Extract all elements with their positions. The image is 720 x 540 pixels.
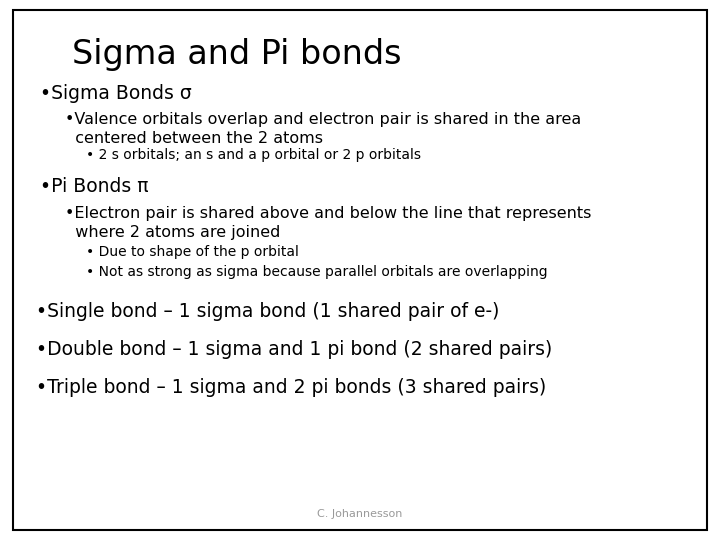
Text: •Sigma Bonds σ: •Sigma Bonds σ xyxy=(40,84,192,103)
Text: •Pi Bonds π: •Pi Bonds π xyxy=(40,177,148,196)
Text: • Due to shape of the p orbital: • Due to shape of the p orbital xyxy=(86,245,300,259)
Text: •Single bond – 1 sigma bond (1 shared pair of e-): •Single bond – 1 sigma bond (1 shared pa… xyxy=(36,302,500,321)
Text: •Triple bond – 1 sigma and 2 pi bonds (3 shared pairs): •Triple bond – 1 sigma and 2 pi bonds (3… xyxy=(36,378,546,397)
Text: •Double bond – 1 sigma and 1 pi bond (2 shared pairs): •Double bond – 1 sigma and 1 pi bond (2 … xyxy=(36,340,552,359)
Text: • 2 s orbitals; an s and a p orbital or 2 p orbitals: • 2 s orbitals; an s and a p orbital or … xyxy=(86,148,421,162)
Text: Sigma and Pi bonds: Sigma and Pi bonds xyxy=(72,38,402,71)
Text: •Valence orbitals overlap and electron pair is shared in the area
  centered bet: •Valence orbitals overlap and electron p… xyxy=(65,112,581,146)
Text: • Not as strong as sigma because parallel orbitals are overlapping: • Not as strong as sigma because paralle… xyxy=(86,265,548,279)
Text: •Electron pair is shared above and below the line that represents
  where 2 atom: •Electron pair is shared above and below… xyxy=(65,206,591,240)
Text: C. Johannesson: C. Johannesson xyxy=(318,509,402,519)
